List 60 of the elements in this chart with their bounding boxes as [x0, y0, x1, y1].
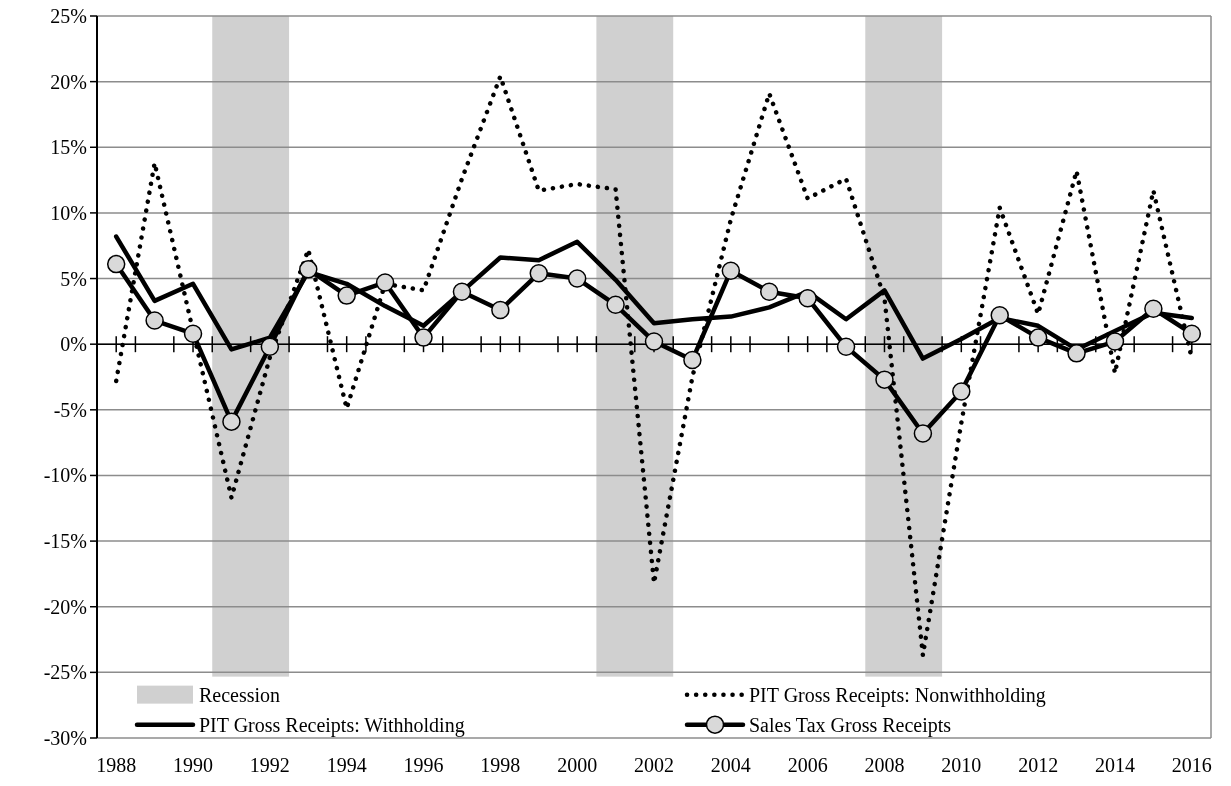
x-tick-label: 2016	[1171, 754, 1212, 776]
y-tick-label: 25%	[50, 5, 87, 27]
legend-label: PIT Gross Receipts: Nonwithholding	[749, 683, 1046, 707]
point	[644, 332, 664, 351]
y-tick-label: 10%	[50, 201, 87, 224]
y-tick-label: 20%	[50, 70, 87, 93]
y-tick-label: -5%	[53, 398, 87, 421]
point	[990, 306, 1009, 325]
x-tick-label: 2008	[864, 754, 905, 776]
x-tick-label: 2014	[1094, 754, 1135, 776]
point	[260, 337, 280, 357]
point	[299, 260, 318, 279]
x-tick-label: 2010	[941, 754, 982, 776]
point	[567, 269, 587, 288]
x-tick-label: 1992	[249, 754, 290, 776]
y-tick-label: -30%	[43, 727, 87, 749]
x-tick-label: 2002	[634, 754, 674, 776]
point	[1144, 299, 1163, 318]
point	[414, 328, 433, 347]
x-tick-label: 1988	[96, 754, 137, 776]
legend-label: PIT Gross Receipts: Withholding	[199, 713, 465, 737]
point	[145, 311, 164, 330]
point	[721, 261, 741, 280]
point	[337, 286, 356, 305]
point	[798, 288, 817, 308]
point	[222, 412, 241, 431]
point	[606, 295, 625, 315]
legend-label: Sales Tax Gross Receipts	[749, 713, 952, 737]
point	[913, 424, 933, 443]
point	[529, 264, 549, 283]
point	[1028, 328, 1048, 347]
x-tick-label: 2004	[710, 754, 751, 776]
y-tick-label: 5%	[60, 267, 87, 290]
x-tick-label: 1996	[403, 754, 444, 776]
x-tick-label: 2012	[1018, 754, 1059, 776]
point	[683, 350, 702, 370]
point	[875, 370, 894, 389]
x-tick-label: 1994	[326, 754, 367, 776]
point	[1182, 324, 1202, 343]
legend-label: Recession	[199, 683, 281, 706]
point	[491, 300, 510, 320]
point	[452, 282, 472, 301]
point	[1067, 344, 1086, 363]
x-tick-label: 2000	[557, 754, 598, 776]
point	[1105, 332, 1125, 351]
point	[106, 254, 126, 274]
y-tick-label: -10%	[43, 464, 87, 487]
y-tick-label: 0%	[60, 333, 87, 356]
y-tick-label: -15%	[43, 530, 87, 553]
point	[183, 324, 203, 343]
y-tick-label: 15%	[50, 136, 87, 159]
x-tick-label: 2006	[787, 754, 828, 776]
point	[759, 282, 779, 301]
y-tick-label: -20%	[43, 595, 87, 618]
point	[952, 382, 971, 401]
point	[836, 337, 856, 357]
point	[375, 273, 395, 292]
x-tick-label: 1990	[173, 754, 214, 776]
y-tick-label: -25%	[43, 661, 87, 684]
x-tick-label: 1998	[480, 754, 521, 776]
